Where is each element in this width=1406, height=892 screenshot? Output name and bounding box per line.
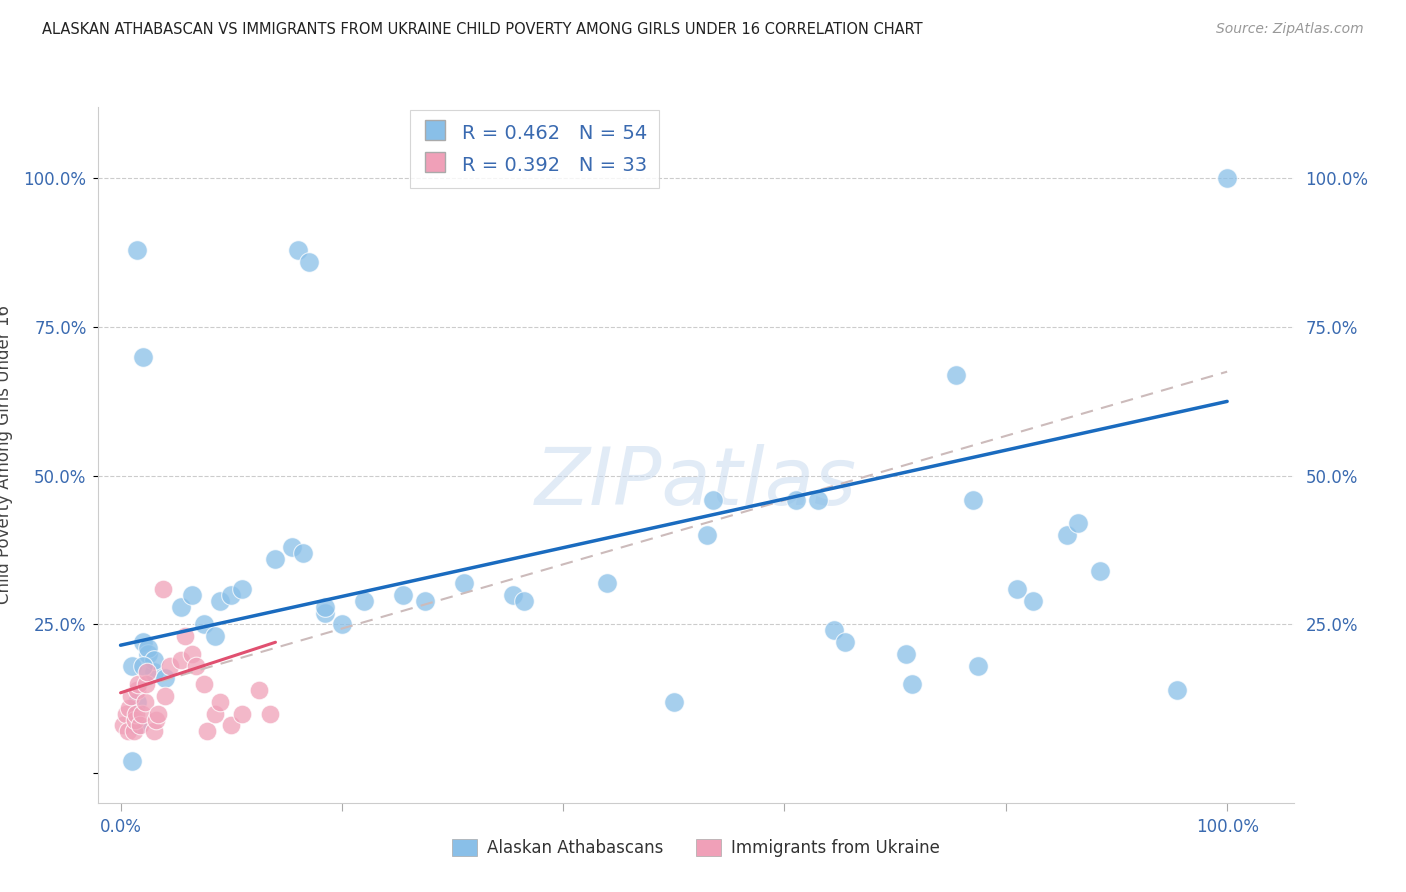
Point	[124, 713, 146, 727]
Point	[118, 700, 141, 714]
Point	[131, 706, 153, 721]
Point	[962, 492, 984, 507]
Point	[181, 647, 204, 661]
Point	[513, 593, 536, 607]
Point	[170, 599, 193, 614]
Point	[170, 653, 193, 667]
Point	[596, 575, 619, 590]
Point	[281, 540, 304, 554]
Point	[153, 689, 176, 703]
Point	[193, 677, 215, 691]
Point	[145, 713, 167, 727]
Point	[127, 695, 149, 709]
Point	[292, 546, 315, 560]
Point	[117, 724, 139, 739]
Point	[131, 659, 153, 673]
Point	[121, 659, 143, 673]
Point	[231, 582, 253, 596]
Point	[111, 718, 134, 732]
Point	[1216, 171, 1239, 186]
Point	[662, 695, 685, 709]
Point	[122, 724, 145, 739]
Point	[264, 552, 287, 566]
Point	[287, 243, 309, 257]
Point	[259, 706, 281, 721]
Point	[204, 706, 226, 721]
Point	[115, 706, 138, 721]
Point	[127, 682, 149, 697]
Point	[121, 754, 143, 768]
Point	[209, 695, 232, 709]
Point	[135, 677, 157, 691]
Point	[967, 659, 990, 673]
Point	[209, 593, 232, 607]
Point	[1067, 516, 1090, 531]
Point	[219, 588, 242, 602]
Point	[131, 635, 153, 649]
Point	[136, 647, 159, 661]
Point	[195, 724, 218, 739]
Point	[247, 682, 270, 697]
Point	[193, 617, 215, 632]
Point	[152, 582, 174, 596]
Point	[184, 659, 207, 673]
Point	[219, 718, 242, 732]
Legend: Alaskan Athabascans, Immigrants from Ukraine: Alaskan Athabascans, Immigrants from Ukr…	[446, 832, 946, 864]
Point	[1166, 682, 1188, 697]
Point	[142, 665, 165, 679]
Text: ZIPatlas: ZIPatlas	[534, 443, 858, 522]
Point	[1088, 564, 1111, 578]
Point	[413, 593, 436, 607]
Point	[1022, 593, 1045, 607]
Point	[696, 528, 718, 542]
Point	[298, 254, 321, 268]
Point	[131, 350, 153, 364]
Point	[127, 718, 149, 732]
Y-axis label: Child Poverty Among Girls Under 16: Child Poverty Among Girls Under 16	[0, 305, 13, 605]
Point	[1056, 528, 1078, 542]
Point	[453, 575, 475, 590]
Text: Source: ZipAtlas.com: Source: ZipAtlas.com	[1216, 22, 1364, 37]
Point	[834, 635, 856, 649]
Point	[204, 629, 226, 643]
Point	[129, 718, 152, 732]
Point	[127, 677, 149, 691]
Point	[120, 689, 142, 703]
Point	[148, 706, 170, 721]
Point	[142, 724, 165, 739]
Point	[153, 671, 176, 685]
Point	[125, 706, 148, 721]
Point	[142, 653, 165, 667]
Point	[896, 647, 918, 661]
Point	[502, 588, 524, 602]
Point	[314, 599, 336, 614]
Point	[136, 641, 159, 656]
Point	[231, 706, 253, 721]
Point	[353, 593, 375, 607]
Point	[330, 617, 353, 632]
Point	[314, 606, 336, 620]
Point	[702, 492, 724, 507]
Point	[1005, 582, 1028, 596]
Point	[807, 492, 830, 507]
Point	[823, 624, 845, 638]
Point	[391, 588, 413, 602]
Point	[785, 492, 807, 507]
Point	[159, 659, 181, 673]
Text: ALASKAN ATHABASCAN VS IMMIGRANTS FROM UKRAINE CHILD POVERTY AMONG GIRLS UNDER 16: ALASKAN ATHABASCAN VS IMMIGRANTS FROM UK…	[42, 22, 922, 37]
Point	[173, 629, 195, 643]
Point	[127, 243, 149, 257]
Point	[134, 695, 156, 709]
Point	[900, 677, 922, 691]
Point	[136, 665, 159, 679]
Point	[181, 588, 204, 602]
Point	[945, 368, 967, 382]
